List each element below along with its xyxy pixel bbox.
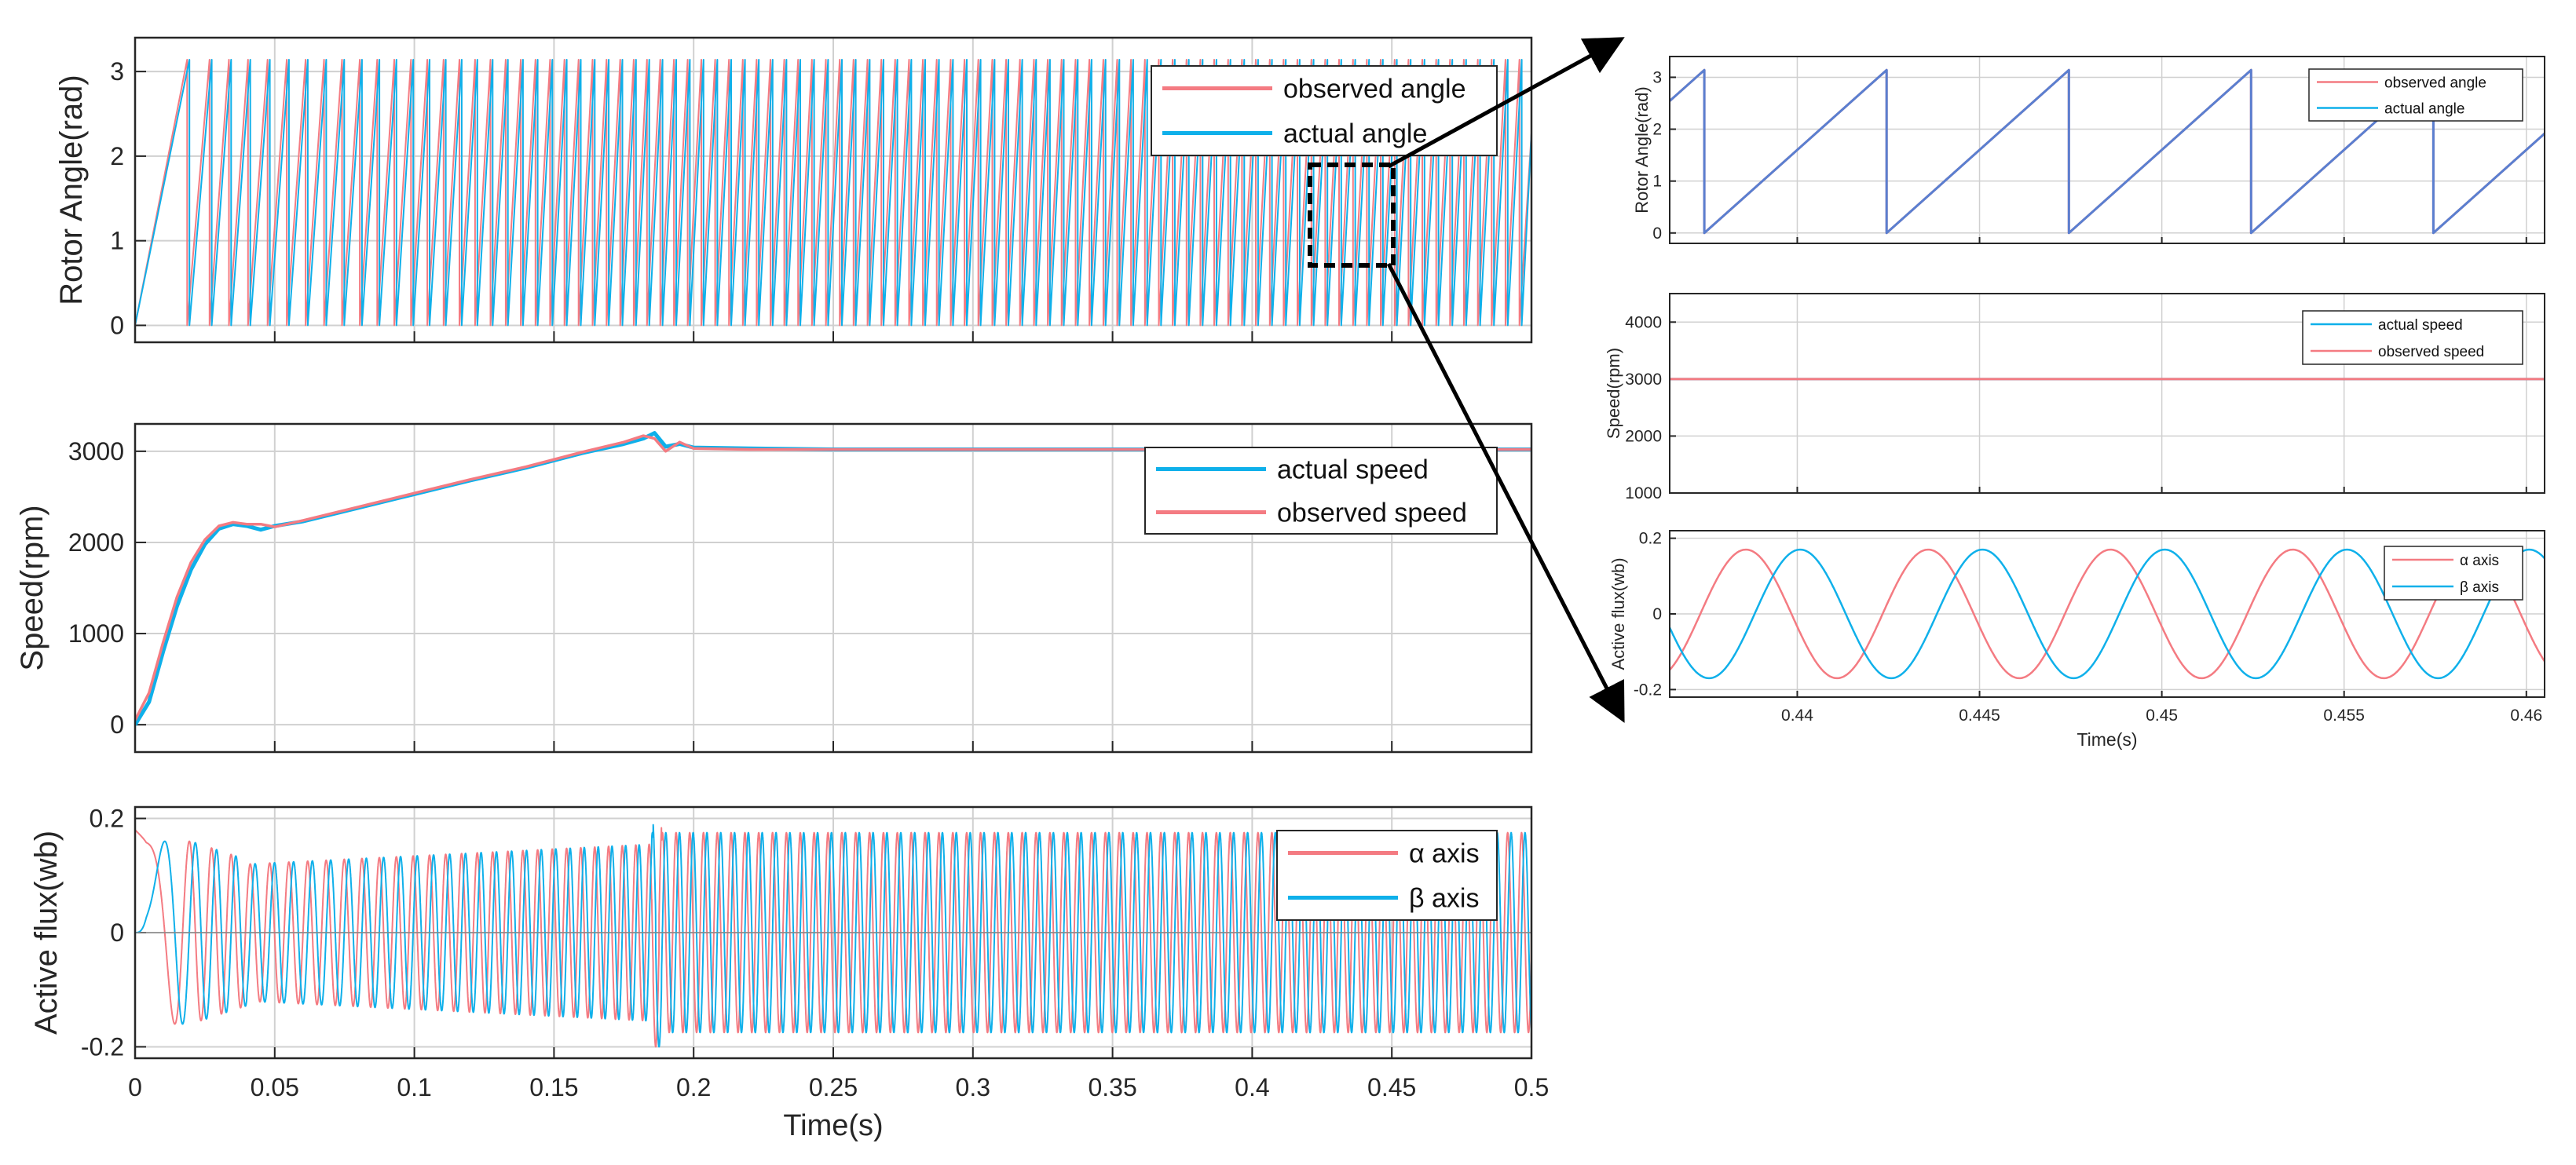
grid [1670, 531, 2545, 697]
y-tick-label: 1000 [68, 619, 124, 648]
x-tick-label: 0.25 [809, 1073, 858, 1101]
x-tick-label: 0.44 [1781, 707, 1813, 725]
series-group [135, 59, 1531, 327]
y-tick-label: 1 [110, 227, 124, 255]
series-observed-speed [135, 434, 1531, 721]
legend-label: observed speed [2378, 344, 2484, 360]
legend-label: β axis [1409, 884, 1479, 914]
x-axis-label: Time(s) [2077, 729, 2137, 750]
series-alpha-axis [1670, 548, 2545, 680]
series-actual-angle [135, 59, 1531, 327]
y-tick-label: 2 [1652, 121, 1662, 139]
legend-label: actual speed [1277, 455, 1429, 485]
y-tick-label: -0.2 [1634, 681, 1662, 699]
y-tick-label: 3000 [1625, 371, 1662, 389]
y-tick-label: 4000 [1625, 313, 1662, 331]
y-axis-label: Rotor Angle(rad) [54, 75, 89, 305]
series-beta-axis [1670, 548, 2545, 680]
y-axis-label: Speed(rpm) [15, 505, 49, 670]
legend-label: observed angle [2384, 75, 2486, 92]
legend-box [2384, 546, 2523, 601]
legend: observed angle actual angle [2308, 68, 2523, 122]
y-tick-label: 0 [110, 311, 124, 339]
x-tick-label: 0.445 [1959, 707, 2000, 725]
legend-label: actual angle [1283, 119, 1427, 149]
y-tick-label: 0 [1652, 605, 1662, 623]
legend: α axis β axis [1276, 830, 1498, 921]
y-tick-label: 2 [110, 142, 124, 170]
axes-frame [134, 805, 1533, 1060]
y-tick-label: 3 [1652, 68, 1662, 86]
legend: actual speed observed speed [1144, 447, 1498, 535]
legend-box [1276, 830, 1498, 921]
chart-speed: 0 1000 2000 3000 Speed(rpm) actual speed obser… [15, 422, 1533, 754]
axes-frame [1669, 530, 2545, 698]
axes-frame [134, 422, 1533, 754]
chart-flux: -0.200.20 0.05 0.1 0.15 0.2 0.25 0.3 0.35 0.4 0.4… [29, 805, 1549, 1142]
legend-label: observed angle [1283, 75, 1466, 104]
legend: actual speed observed speed [2302, 310, 2523, 365]
legend-label: α axis [1409, 839, 1480, 869]
x-tick-label: 0.1 [397, 1073, 431, 1101]
legend-box [2302, 310, 2523, 365]
y-axis-label: Speed(rpm) [1604, 348, 1623, 439]
x-tick-label: 0.4 [1235, 1073, 1269, 1101]
x-tick-label: 0.15 [529, 1073, 578, 1101]
y-tick-label: 0 [110, 710, 124, 739]
x-axis-label: Time(s) [783, 1109, 883, 1142]
zoom-region-box [1308, 163, 1396, 268]
y-tick-label: 2000 [1625, 427, 1662, 445]
chart-angle: 0 1 2 3 Rotor Angle(rad) observed angle actual… [54, 36, 1533, 344]
x-tick-label: 0.35 [1088, 1073, 1136, 1101]
legend-label: α axis [2460, 553, 2499, 569]
y-tick-label: -0.2 [81, 1032, 124, 1061]
legend-label: observed speed [1277, 499, 1467, 528]
y-tick-label: 3000 [68, 437, 124, 466]
x-tick-label: 0.46 [2510, 707, 2542, 725]
x-tick-label: 0.5 [1514, 1073, 1549, 1101]
y-tick-label: 1000 [1625, 484, 1662, 502]
y-tick-label: 1 [1652, 173, 1662, 191]
legend-box [1144, 447, 1498, 535]
y-tick-label: 2000 [68, 528, 124, 557]
y-tick-label: 0.2 [1639, 530, 1662, 548]
legend: observed angle actual angle [1151, 65, 1498, 156]
y-tick-label: 0 [1652, 225, 1662, 243]
series-beta-axis [135, 824, 1531, 1048]
axes-frame [134, 36, 1533, 344]
x-tick-label: 0.455 [2323, 707, 2365, 725]
series-group [1670, 548, 2545, 680]
axes-frame [1669, 293, 2545, 494]
legend: α axis β axis [2384, 546, 2523, 601]
legend-label: actual speed [2378, 317, 2463, 334]
zoom-arrow-top [1387, 37, 1625, 169]
y-tick-label: 0.2 [90, 805, 124, 833]
zoom-arrow-bottom [1386, 262, 1625, 723]
x-tick-label: 0.45 [2146, 707, 2178, 725]
x-tick-label: 0 [128, 1073, 142, 1101]
y-axis-label: Rotor Angle(rad) [1632, 86, 1652, 213]
x-tick-label: 0.3 [956, 1073, 990, 1101]
x-tick-label: 0.45 [1367, 1073, 1416, 1101]
y-tick-label: 3 [110, 57, 124, 86]
legend-label: actual angle [2384, 101, 2464, 118]
y-axis-label: Active flux(wb) [29, 831, 64, 1035]
axes-frame [1669, 56, 2545, 244]
x-tick-label: 0.05 [251, 1073, 299, 1101]
y-tick-label: 0 [110, 918, 124, 947]
chart-zoom_flux: -0.2 0 0.2 0.44 0.445 0.45 0.455 0.46 Active flu… [1608, 530, 2545, 750]
x-tick-label: 0.2 [676, 1073, 711, 1101]
legend-box [2308, 68, 2523, 122]
y-axis-label: Active flux(wb) [1608, 557, 1628, 670]
zoom-callout [1308, 37, 1625, 723]
legend-label: β axis [2460, 579, 2499, 596]
series-group [135, 431, 1531, 726]
